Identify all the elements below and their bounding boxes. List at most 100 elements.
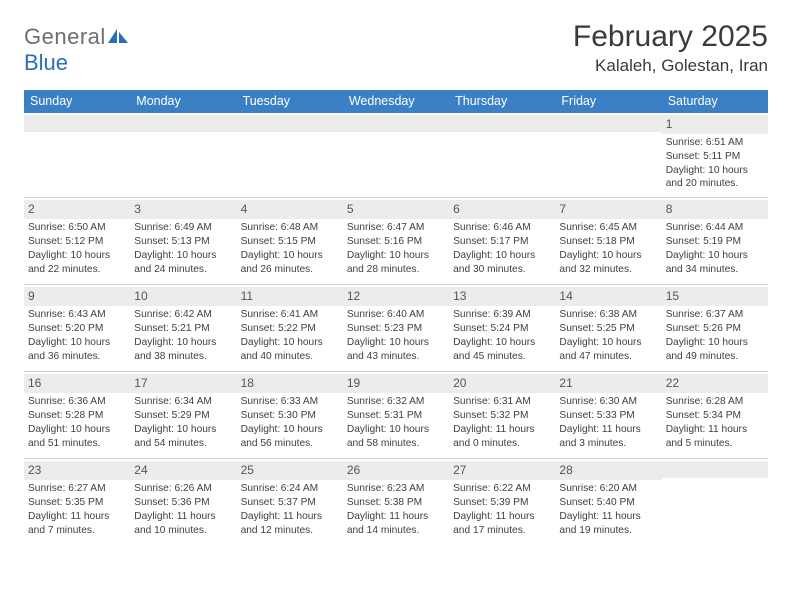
day-number bbox=[130, 115, 236, 132]
day-info-line: Sunset: 5:33 PM bbox=[559, 409, 657, 423]
day-header-thursday: Thursday bbox=[449, 90, 555, 113]
day-info-line: Sunrise: 6:42 AM bbox=[134, 308, 232, 322]
day-info-line: Sunrise: 6:24 AM bbox=[241, 482, 339, 496]
day-cell: 26Sunrise: 6:23 AMSunset: 5:38 PMDayligh… bbox=[343, 459, 449, 545]
day-number: 19 bbox=[343, 374, 449, 393]
day-info-line: Sunset: 5:18 PM bbox=[559, 235, 657, 249]
day-info-line: Daylight: 10 hours and 28 minutes. bbox=[347, 249, 445, 277]
day-info-line: Sunrise: 6:47 AM bbox=[347, 221, 445, 235]
day-info-line: Sunset: 5:17 PM bbox=[453, 235, 551, 249]
day-info-line: Daylight: 10 hours and 58 minutes. bbox=[347, 423, 445, 451]
day-info-line: Sunset: 5:13 PM bbox=[134, 235, 232, 249]
day-info-line: Daylight: 10 hours and 40 minutes. bbox=[241, 336, 339, 364]
day-info-line: Daylight: 10 hours and 26 minutes. bbox=[241, 249, 339, 277]
day-info-line: Sunrise: 6:46 AM bbox=[453, 221, 551, 235]
day-info-line: Daylight: 10 hours and 22 minutes. bbox=[28, 249, 126, 277]
day-info-line: Sunset: 5:22 PM bbox=[241, 322, 339, 336]
day-cell bbox=[343, 113, 449, 197]
day-info-line: Daylight: 11 hours and 0 minutes. bbox=[453, 423, 551, 451]
day-info-line: Daylight: 10 hours and 49 minutes. bbox=[666, 336, 764, 364]
day-number bbox=[449, 115, 555, 132]
day-info-line: Sunset: 5:23 PM bbox=[347, 322, 445, 336]
day-info-line: Sunrise: 6:38 AM bbox=[559, 308, 657, 322]
day-cell: 28Sunrise: 6:20 AMSunset: 5:40 PMDayligh… bbox=[555, 459, 661, 545]
day-number: 2 bbox=[24, 200, 130, 219]
day-info-line: Sunrise: 6:26 AM bbox=[134, 482, 232, 496]
day-header-tuesday: Tuesday bbox=[237, 90, 343, 113]
day-info-line: Sunset: 5:35 PM bbox=[28, 496, 126, 510]
day-info-line: Daylight: 10 hours and 47 minutes. bbox=[559, 336, 657, 364]
day-info-line: Sunset: 5:16 PM bbox=[347, 235, 445, 249]
day-number: 26 bbox=[343, 461, 449, 480]
logo-sail-icon bbox=[108, 28, 130, 49]
day-info-line: Sunrise: 6:37 AM bbox=[666, 308, 764, 322]
day-cell: 25Sunrise: 6:24 AMSunset: 5:37 PMDayligh… bbox=[237, 459, 343, 545]
day-cell bbox=[555, 113, 661, 197]
day-cell: 23Sunrise: 6:27 AMSunset: 5:35 PMDayligh… bbox=[24, 459, 130, 545]
day-number: 24 bbox=[130, 461, 236, 480]
day-cell bbox=[130, 113, 236, 197]
day-header-monday: Monday bbox=[130, 90, 236, 113]
day-info-line: Sunset: 5:12 PM bbox=[28, 235, 126, 249]
day-info-line: Sunset: 5:29 PM bbox=[134, 409, 232, 423]
day-header-row: SundayMondayTuesdayWednesdayThursdayFrid… bbox=[24, 90, 768, 113]
day-cell: 6Sunrise: 6:46 AMSunset: 5:17 PMDaylight… bbox=[449, 198, 555, 284]
day-cell: 7Sunrise: 6:45 AMSunset: 5:18 PMDaylight… bbox=[555, 198, 661, 284]
day-number bbox=[237, 115, 343, 132]
day-header-friday: Friday bbox=[555, 90, 661, 113]
day-info-line: Sunset: 5:21 PM bbox=[134, 322, 232, 336]
day-number: 28 bbox=[555, 461, 661, 480]
logo-word-1: General bbox=[24, 24, 106, 49]
week-row: 1Sunrise: 6:51 AMSunset: 5:11 PMDaylight… bbox=[24, 113, 768, 197]
day-info-line: Sunrise: 6:39 AM bbox=[453, 308, 551, 322]
day-number: 11 bbox=[237, 287, 343, 306]
day-number: 1 bbox=[662, 115, 768, 134]
day-number: 8 bbox=[662, 200, 768, 219]
day-cell: 9Sunrise: 6:43 AMSunset: 5:20 PMDaylight… bbox=[24, 285, 130, 371]
week-row: 2Sunrise: 6:50 AMSunset: 5:12 PMDaylight… bbox=[24, 197, 768, 284]
day-number: 23 bbox=[24, 461, 130, 480]
day-info-line: Sunset: 5:24 PM bbox=[453, 322, 551, 336]
day-info-line: Daylight: 10 hours and 30 minutes. bbox=[453, 249, 551, 277]
day-info-line: Sunrise: 6:48 AM bbox=[241, 221, 339, 235]
week-row: 9Sunrise: 6:43 AMSunset: 5:20 PMDaylight… bbox=[24, 284, 768, 371]
day-cell: 3Sunrise: 6:49 AMSunset: 5:13 PMDaylight… bbox=[130, 198, 236, 284]
day-number: 15 bbox=[662, 287, 768, 306]
day-cell: 12Sunrise: 6:40 AMSunset: 5:23 PMDayligh… bbox=[343, 285, 449, 371]
day-info-line: Sunset: 5:20 PM bbox=[28, 322, 126, 336]
day-info-line: Daylight: 10 hours and 54 minutes. bbox=[134, 423, 232, 451]
day-info-line: Sunrise: 6:32 AM bbox=[347, 395, 445, 409]
day-number: 9 bbox=[24, 287, 130, 306]
day-number: 14 bbox=[555, 287, 661, 306]
day-cell: 10Sunrise: 6:42 AMSunset: 5:21 PMDayligh… bbox=[130, 285, 236, 371]
day-number: 7 bbox=[555, 200, 661, 219]
day-info-line: Sunrise: 6:51 AM bbox=[666, 136, 764, 150]
day-cell: 18Sunrise: 6:33 AMSunset: 5:30 PMDayligh… bbox=[237, 372, 343, 458]
day-number: 25 bbox=[237, 461, 343, 480]
day-info-line: Sunrise: 6:34 AM bbox=[134, 395, 232, 409]
day-info-line: Sunset: 5:32 PM bbox=[453, 409, 551, 423]
day-info-line: Daylight: 11 hours and 12 minutes. bbox=[241, 510, 339, 538]
day-number bbox=[24, 115, 130, 132]
day-info-line: Daylight: 11 hours and 7 minutes. bbox=[28, 510, 126, 538]
day-info-line: Daylight: 11 hours and 19 minutes. bbox=[559, 510, 657, 538]
day-info-line: Daylight: 11 hours and 10 minutes. bbox=[134, 510, 232, 538]
day-info-line: Sunrise: 6:44 AM bbox=[666, 221, 764, 235]
day-number: 3 bbox=[130, 200, 236, 219]
day-number: 20 bbox=[449, 374, 555, 393]
day-cell: 27Sunrise: 6:22 AMSunset: 5:39 PMDayligh… bbox=[449, 459, 555, 545]
day-cell: 22Sunrise: 6:28 AMSunset: 5:34 PMDayligh… bbox=[662, 372, 768, 458]
day-number: 4 bbox=[237, 200, 343, 219]
day-cell: 11Sunrise: 6:41 AMSunset: 5:22 PMDayligh… bbox=[237, 285, 343, 371]
day-info-line: Sunset: 5:11 PM bbox=[666, 150, 764, 164]
week-row: 16Sunrise: 6:36 AMSunset: 5:28 PMDayligh… bbox=[24, 371, 768, 458]
day-info-line: Sunset: 5:34 PM bbox=[666, 409, 764, 423]
day-info-line: Sunset: 5:26 PM bbox=[666, 322, 764, 336]
day-info-line: Daylight: 10 hours and 36 minutes. bbox=[28, 336, 126, 364]
day-number: 17 bbox=[130, 374, 236, 393]
day-cell: 8Sunrise: 6:44 AMSunset: 5:19 PMDaylight… bbox=[662, 198, 768, 284]
day-cell bbox=[449, 113, 555, 197]
day-info-line: Sunrise: 6:23 AM bbox=[347, 482, 445, 496]
location-subtitle: Kalaleh, Golestan, Iran bbox=[573, 56, 768, 76]
day-info-line: Daylight: 10 hours and 32 minutes. bbox=[559, 249, 657, 277]
